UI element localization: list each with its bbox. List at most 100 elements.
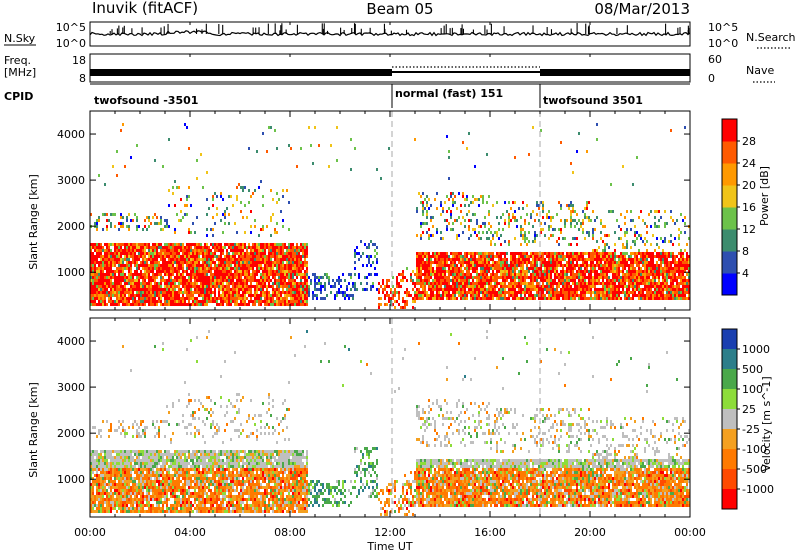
power-cell — [404, 306, 406, 309]
power-cell — [282, 195, 284, 198]
power-cell — [460, 255, 462, 258]
power-cell — [116, 249, 118, 252]
power-cell — [270, 294, 272, 297]
power-cell — [508, 297, 510, 300]
power-cell — [438, 273, 440, 276]
power-cell — [172, 243, 174, 246]
power-cell — [650, 255, 652, 258]
power-cell — [664, 264, 666, 267]
power-cell — [268, 243, 270, 246]
power-cell — [290, 285, 292, 288]
power-cell — [458, 252, 460, 255]
power-cell — [280, 261, 282, 264]
power-cell — [558, 294, 560, 297]
power-cell — [402, 279, 404, 282]
power-cell — [274, 129, 276, 132]
power-cell — [468, 132, 470, 135]
power-cell — [92, 300, 94, 303]
power-cell — [186, 288, 188, 291]
power-cell — [344, 291, 346, 294]
power-cell — [128, 303, 130, 306]
power-cell — [144, 291, 146, 294]
power-cell — [476, 276, 478, 279]
power-cell — [500, 285, 502, 288]
power-cell — [640, 288, 642, 291]
power-cell — [258, 288, 260, 291]
power-cell — [228, 288, 230, 291]
power-cell — [562, 276, 564, 279]
power-cell — [584, 279, 586, 282]
power-cell — [142, 303, 144, 306]
power-cell — [246, 285, 248, 288]
power-cell — [222, 288, 224, 291]
power-cell — [664, 270, 666, 273]
power-cell — [428, 261, 430, 264]
power-cell — [650, 279, 652, 282]
power-cell — [416, 261, 418, 264]
power-cell — [492, 297, 494, 300]
power-cell — [476, 219, 478, 222]
power-cell — [258, 261, 260, 264]
power-cell — [158, 261, 160, 264]
power-cell — [558, 258, 560, 261]
power-cell — [606, 276, 608, 279]
power-cell — [468, 252, 470, 255]
power-cell — [430, 267, 432, 270]
power-cell — [220, 219, 222, 222]
power-cell — [574, 276, 576, 279]
power-cell — [206, 252, 208, 255]
power-cell — [648, 276, 650, 279]
power-cell — [474, 288, 476, 291]
power-cell — [422, 201, 424, 204]
power-cell — [276, 300, 278, 303]
power-cell — [614, 264, 616, 267]
power-cell — [526, 264, 528, 267]
power-cell — [570, 267, 572, 270]
power-cell — [570, 258, 572, 261]
power-cell — [102, 258, 104, 261]
power-cell — [424, 288, 426, 291]
power-cell — [572, 294, 574, 297]
power-cell — [292, 252, 294, 255]
power-cell — [542, 288, 544, 291]
power-cell — [494, 279, 496, 282]
power-cell — [228, 213, 230, 216]
power-cell — [154, 213, 156, 216]
power-cell — [450, 216, 452, 219]
power-cell — [498, 258, 500, 261]
power-cell — [516, 219, 518, 222]
power-cell — [510, 294, 512, 297]
power-cell — [448, 285, 450, 288]
power-cell — [110, 270, 112, 273]
power-cell — [314, 276, 316, 279]
power-cell — [662, 291, 664, 294]
power-cell — [484, 258, 486, 261]
power-cell — [534, 261, 536, 264]
power-cell — [418, 261, 420, 264]
power-cell — [220, 303, 222, 306]
power-cell — [264, 246, 266, 249]
power-cell — [486, 288, 488, 291]
power-cell — [274, 243, 276, 246]
power-cell — [140, 273, 142, 276]
power-cell — [620, 213, 622, 216]
power-cell — [508, 294, 510, 297]
power-cell — [270, 258, 272, 261]
power-cell — [162, 267, 164, 270]
power-cell — [472, 201, 474, 204]
power-cell — [214, 270, 216, 273]
power-cell — [92, 276, 94, 279]
power-cell — [200, 285, 202, 288]
power-cell — [602, 276, 604, 279]
power-cell — [578, 255, 580, 258]
power-cell — [584, 216, 586, 219]
power-cell — [206, 234, 208, 237]
power-cell — [182, 249, 184, 252]
power-cell — [568, 258, 570, 261]
power-cell — [116, 291, 118, 294]
power-cell — [466, 297, 468, 300]
nave-max-tick: 60 — [708, 53, 722, 66]
power-cell — [276, 255, 278, 258]
power-cell — [644, 255, 646, 258]
power-cell — [484, 276, 486, 279]
